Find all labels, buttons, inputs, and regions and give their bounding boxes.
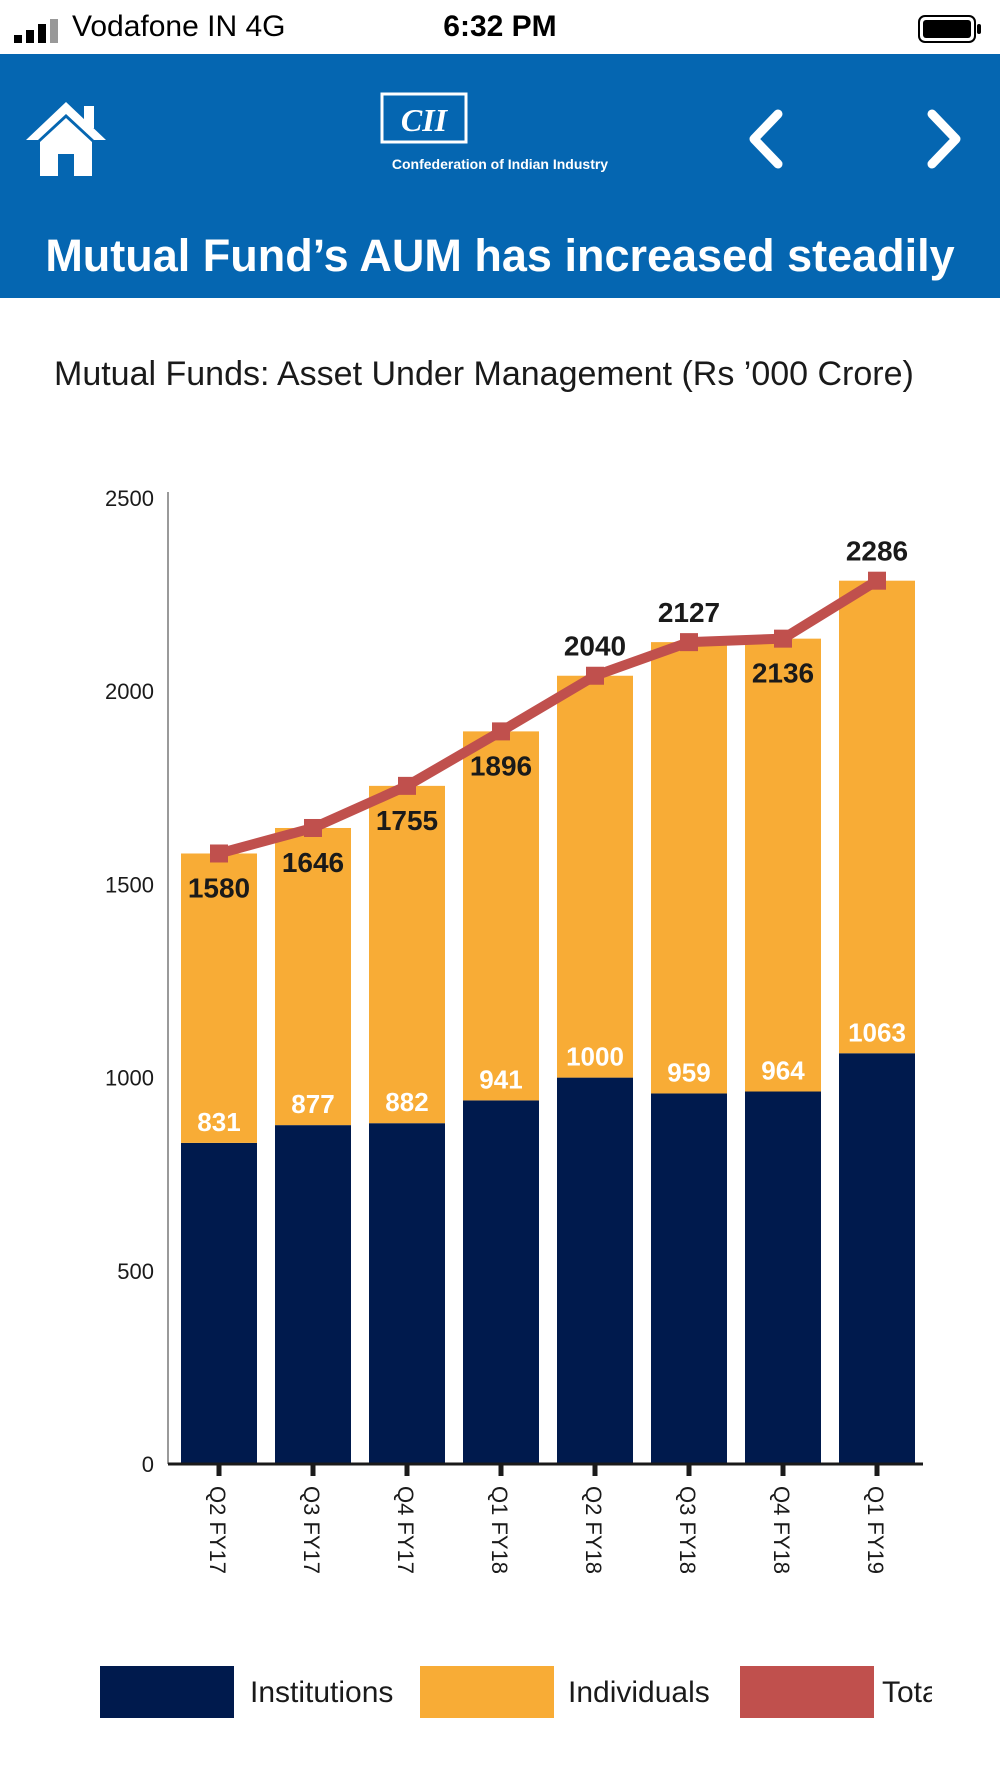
home-icon[interactable]: [24, 96, 108, 180]
x-tick-label: Q1 FY18: [487, 1486, 512, 1574]
bar-institutions: [369, 1123, 445, 1464]
data-label-total: 2040: [564, 631, 626, 662]
bar-individuals: [839, 580, 915, 1054]
bar-individuals: [557, 675, 633, 1078]
total-marker: [398, 776, 416, 795]
total-marker: [586, 666, 604, 685]
x-tick-label: Q3 FY17: [299, 1486, 324, 1574]
data-label-institutions: 964: [761, 1056, 805, 1086]
y-tick-label: 1000: [105, 1066, 154, 1091]
legend-swatch-individuals: [420, 1666, 554, 1718]
chart-legend: Institutions Individuals Total: [0, 1662, 1000, 1722]
page-title: Mutual Fund’s AUM has increased steadily: [45, 230, 955, 281]
carrier-label: Vodafone IN 4G: [72, 10, 286, 43]
x-tick-label: Q2 FY17: [205, 1486, 230, 1574]
total-marker: [868, 571, 886, 590]
status-bar: Vodafone IN 4G 6:32 PM: [0, 0, 1000, 54]
bar-institutions: [275, 1125, 351, 1464]
bar-individuals: [369, 785, 445, 1124]
y-tick-label: 2000: [105, 679, 154, 704]
total-marker: [492, 722, 510, 741]
data-label-institutions: 959: [667, 1057, 710, 1087]
data-label-total: 1755: [376, 805, 438, 836]
legend-label-total: Total: [882, 1676, 932, 1709]
data-label-total: 1896: [470, 750, 532, 781]
legend-swatch-total: [740, 1666, 874, 1718]
data-label-institutions: 877: [291, 1089, 334, 1119]
bar-institutions: [463, 1100, 539, 1464]
aum-chart: 0 500 1000 1500 2000 2500 831 Q2 FY17 877 Q3 FY17…: [105, 486, 923, 1574]
legend-item-total: Total: [740, 1662, 932, 1722]
total-series-line: [217, 576, 880, 859]
signal-icon: [14, 19, 58, 43]
data-label-institutions: 1000: [566, 1042, 624, 1072]
x-tick-label: Q4 FY18: [769, 1486, 794, 1574]
x-tick-label: Q1 FY19: [863, 1486, 888, 1574]
data-label-total: 2286: [846, 536, 908, 567]
x-tick-label: Q3 FY18: [675, 1486, 700, 1574]
data-label-institutions: 1063: [848, 1017, 906, 1047]
bar-institutions: [839, 1053, 915, 1464]
bar-individuals: [181, 853, 257, 1143]
cii-logo: CII: [380, 92, 468, 144]
bar-institutions: [745, 1091, 821, 1464]
data-label-total: 2127: [658, 597, 720, 628]
data-label-total: 1580: [188, 872, 250, 903]
total-marker: [680, 633, 698, 652]
bar-institutions: [181, 1142, 257, 1464]
data-label-institutions: 941: [479, 1064, 522, 1094]
total-marker: [304, 818, 322, 837]
battery-icon: [918, 15, 981, 43]
total-marker: [774, 629, 792, 648]
bar-individuals: [745, 638, 821, 1092]
bar-institutions: [557, 1077, 633, 1464]
legend-swatch-institutions: [100, 1666, 234, 1718]
y-tick-label: 0: [142, 1452, 154, 1477]
bar-individuals: [463, 731, 539, 1101]
x-tick-label: Q4 FY17: [393, 1486, 418, 1574]
data-label-total: 1646: [282, 847, 344, 878]
data-label-total: 2136: [752, 658, 814, 689]
svg-text:CII: CII: [401, 102, 449, 138]
bar-institutions: [651, 1093, 727, 1464]
data-label-institutions: 882: [385, 1087, 428, 1117]
y-tick-label: 1500: [105, 872, 154, 897]
legend-label-individuals: Individuals: [568, 1676, 710, 1709]
data-label-institutions: 831: [197, 1107, 240, 1137]
app-header: CII Confederation of Indian Industry Mut…: [0, 54, 1000, 298]
bar-individuals: [275, 827, 351, 1126]
x-tick-label: Q2 FY18: [581, 1486, 606, 1574]
chart-title: Mutual Funds: Asset Under Management (Rs…: [54, 355, 914, 393]
y-tick-label: 500: [117, 1259, 154, 1284]
chevron-right-icon[interactable]: [918, 104, 968, 174]
total-marker: [210, 844, 228, 863]
y-tick-label: 2500: [105, 486, 154, 511]
legend-label-institutions: Institutions: [250, 1676, 394, 1709]
bar-individuals: [651, 642, 727, 1094]
chevron-left-icon[interactable]: [742, 104, 792, 174]
org-name: Confederation of Indian Industry: [391, 156, 609, 172]
status-time: 6:32 PM: [443, 10, 557, 43]
